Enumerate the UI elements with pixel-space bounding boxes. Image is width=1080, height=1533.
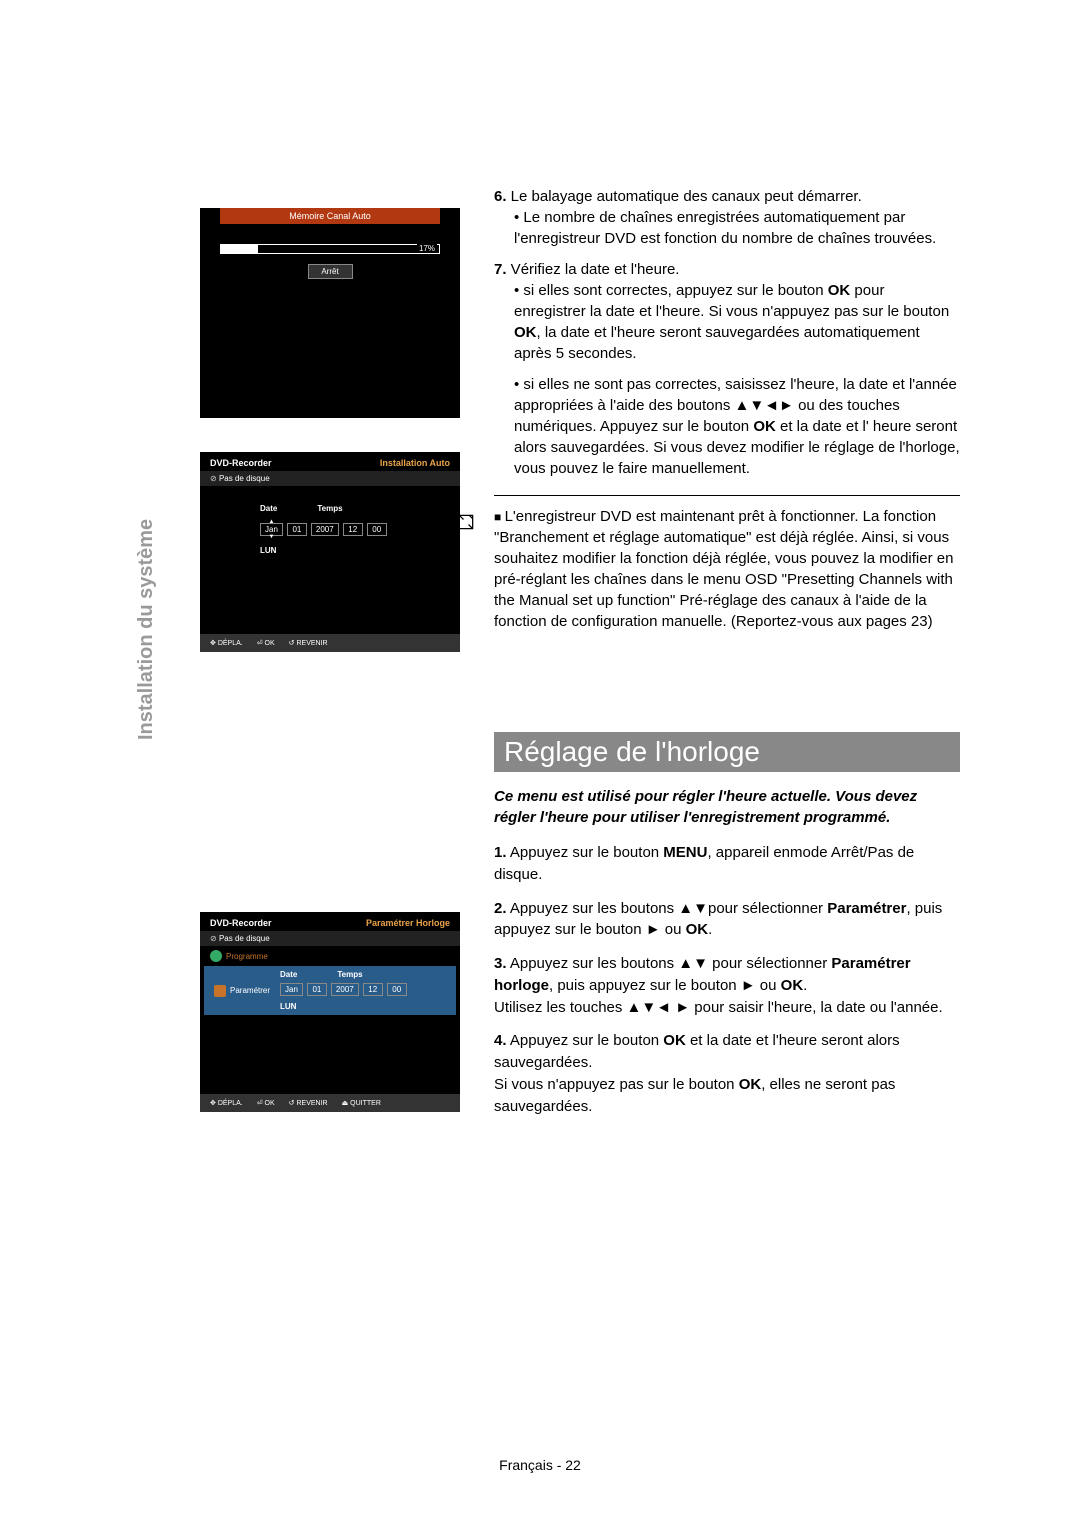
osd2-nodisc: Pas de disque: [200, 471, 460, 486]
osd2-temps-h: Temps: [317, 504, 342, 513]
osd3-left: DVD-Recorder: [210, 918, 272, 928]
page-footer: Français - 22: [0, 1457, 1080, 1473]
step-3: 3. Appuyez sur les boutons ▲▼ pour sélec…: [494, 953, 960, 1018]
step-1: 1. Appuyez sur le bouton MENU, appareil …: [494, 842, 960, 886]
month-field[interactable]: Jan: [280, 983, 303, 996]
min-field[interactable]: 00: [387, 983, 407, 996]
progress-bar: 17%: [220, 244, 440, 254]
section-side-label: Installation du système: [135, 519, 158, 740]
gear-icon: [214, 985, 226, 997]
ok-label: ⏎ OK: [257, 639, 275, 647]
move-label: ✥ DÉPLA.: [210, 1099, 243, 1107]
osd3-header: DVD-Recorder Paramétrer Horloge: [200, 912, 460, 931]
programme-icon: [210, 950, 222, 962]
osd1-title: Mémoire Canal Auto: [220, 208, 440, 224]
progress-pct: 17%: [417, 244, 437, 253]
note-icon: [456, 512, 476, 532]
step-7b: si elles ne sont pas correctes, saisisse…: [494, 374, 960, 479]
osd2-footer: ✥ DÉPLA. ⏎ OK ↺ REVENIR: [200, 634, 460, 652]
section-title: Réglage de l'horloge: [494, 732, 960, 772]
step-7: 7. Vérifiez la date et l'heure. si elles…: [494, 259, 960, 479]
day-field[interactable]: 01: [307, 983, 327, 996]
return-label: ↺ REVENIR: [289, 1099, 328, 1107]
year-field[interactable]: 2007: [331, 983, 359, 996]
hour-field[interactable]: 12: [343, 523, 363, 536]
step-2: 2. Appuyez sur les boutons ▲▼pour sélect…: [494, 898, 960, 942]
move-label: ✥ DÉPLA.: [210, 639, 243, 647]
return-label: ↺ REVENIR: [289, 639, 328, 647]
year-field[interactable]: 2007: [311, 523, 339, 536]
osd3-weekday: LUN: [280, 1002, 407, 1011]
osd3-right: Paramétrer Horloge: [366, 918, 450, 928]
note-block: L'enregistreur DVD est maintenant prêt à…: [494, 495, 960, 632]
menu-programme[interactable]: Programme: [200, 946, 460, 966]
exit-label: ⏏ QUITTER: [342, 1099, 381, 1107]
osd2-fields[interactable]: Jan 01 2007 12 00: [260, 519, 460, 540]
ok-label: ⏎ OK: [257, 1099, 275, 1107]
osd2-date-block: Date Temps Jan 01 2007 12 00 LUN: [200, 486, 460, 555]
osd2-weekday: LUN: [260, 546, 460, 555]
stop-button[interactable]: Arrêt: [308, 264, 353, 279]
step-4: 4. Appuyez sur le bouton OK et la date e…: [494, 1030, 960, 1117]
menu-parametrer[interactable]: Paramétrer Date Temps Jan 01 2007 12 00 …: [204, 966, 456, 1015]
main-text: 6. Le balayage automatique des canaux pe…: [494, 186, 960, 1129]
hour-field[interactable]: 12: [363, 983, 383, 996]
osd3-nodisc: Pas de disque: [200, 931, 460, 946]
osd2-date-h: Date: [260, 504, 277, 513]
osd3-footer: ✥ DÉPLA. ⏎ OK ↺ REVENIR ⏏ QUITTER: [200, 1094, 460, 1112]
section-intro: Ce menu est utilisé pour régler l'heure …: [494, 786, 960, 828]
osd2-header: DVD-Recorder Installation Auto: [200, 452, 460, 471]
day-field[interactable]: 01: [287, 523, 307, 536]
step-6: 6. Le balayage automatique des canaux pe…: [494, 186, 960, 249]
osd-auto-channel: Mémoire Canal Auto 17% Arrêt: [200, 208, 460, 418]
note-text: L'enregistreur DVD est maintenant prêt à…: [494, 506, 960, 632]
osd2-left: DVD-Recorder: [210, 458, 272, 468]
step-6a: Le nombre de chaînes enregistrées automa…: [494, 207, 960, 249]
osd-set-clock: DVD-Recorder Paramétrer Horloge Pas de d…: [200, 912, 460, 1112]
min-field[interactable]: 00: [367, 523, 387, 536]
progress-wrap: 17% Arrêt: [220, 244, 440, 279]
osd2-right: Installation Auto: [380, 458, 450, 468]
step-7a: si elles sont correctes, appuyez sur le …: [494, 280, 960, 364]
osd-install-auto: DVD-Recorder Installation Auto Pas de di…: [200, 452, 460, 652]
osd-column: Mémoire Canal Auto 17% Arrêt DVD-Recorde…: [200, 190, 460, 1112]
